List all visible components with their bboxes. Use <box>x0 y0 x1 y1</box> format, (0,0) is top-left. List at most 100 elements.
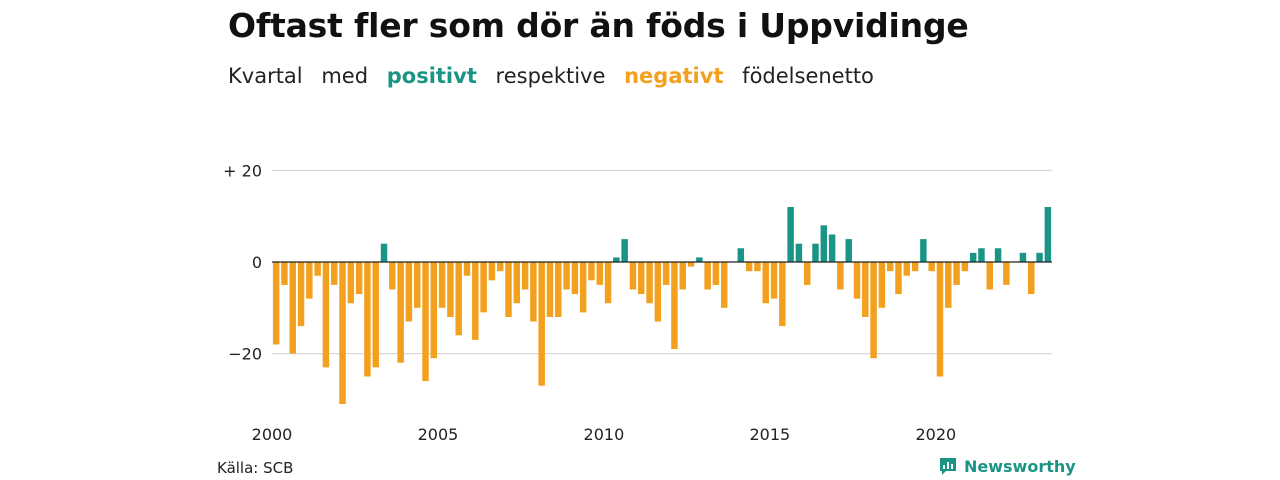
bar <box>314 262 321 276</box>
bar <box>455 262 462 336</box>
bar <box>480 262 487 313</box>
subtitle-text-3: respektive <box>495 64 606 88</box>
bar <box>530 262 537 322</box>
bar <box>986 262 993 290</box>
x-axis-ticks: 2000 2005 2010 2015 2020 <box>252 425 957 444</box>
bar <box>920 239 927 262</box>
bar <box>571 262 579 295</box>
bar <box>779 262 786 327</box>
bar <box>405 262 413 322</box>
x-tick-label: 2005 <box>418 425 459 444</box>
bar <box>422 262 429 382</box>
bar <box>638 262 645 295</box>
bar <box>331 262 338 285</box>
x-tick-label: 2000 <box>252 425 293 444</box>
bar <box>853 262 861 299</box>
bar <box>389 262 396 290</box>
bar <box>969 252 977 262</box>
bar <box>347 262 355 304</box>
bar <box>870 262 877 359</box>
y-tick-label: −20 <box>228 345 262 364</box>
bar <box>1003 262 1010 285</box>
bar <box>828 234 836 262</box>
bar <box>712 262 720 285</box>
y-tick-label: 0 <box>252 253 262 272</box>
bar <box>604 262 612 304</box>
bar <box>1028 262 1035 295</box>
bar <box>961 262 969 272</box>
bar <box>845 239 852 262</box>
bar <box>1044 207 1052 262</box>
bars <box>272 207 1052 404</box>
bar <box>322 262 330 368</box>
bar <box>596 262 603 285</box>
bar <box>364 262 371 377</box>
bar <box>513 262 521 304</box>
chart-title: Oftast fler som dör än föds i Uppvidinge <box>228 6 969 45</box>
bar <box>911 262 919 272</box>
x-tick-label: 2015 <box>750 425 791 444</box>
bar <box>447 262 454 317</box>
bar <box>289 262 296 354</box>
bar <box>762 262 769 304</box>
bar <box>538 262 545 386</box>
bar <box>579 262 587 313</box>
newsworthy-icon <box>940 458 956 475</box>
bar <box>945 262 952 308</box>
bar <box>496 262 504 272</box>
y-axis-ticks: + 20 0 −20 <box>223 161 262 363</box>
bar <box>613 257 620 262</box>
bar <box>978 248 985 262</box>
bar <box>679 262 686 290</box>
bar-chart: + 20 0 −20 2000 2005 2010 2015 2020 <box>223 161 1052 444</box>
bar <box>795 243 803 262</box>
bar <box>438 262 446 308</box>
source-note: Källa: SCB <box>217 459 294 477</box>
bar <box>306 262 313 299</box>
bar <box>953 262 960 285</box>
bar <box>754 262 761 272</box>
bar <box>413 262 421 308</box>
subtitle-positive-label: positivt <box>386 64 477 88</box>
bar <box>355 262 363 295</box>
bar <box>397 262 404 363</box>
bar <box>820 225 828 262</box>
bar <box>621 239 628 262</box>
subtitle-text-2: med <box>321 64 369 88</box>
bar <box>546 262 554 317</box>
bar <box>521 262 529 290</box>
bar <box>895 262 902 295</box>
bar <box>297 262 305 327</box>
bar <box>272 262 280 345</box>
brand-name: Newsworthy <box>964 456 1076 476</box>
bar <box>1036 252 1043 262</box>
chart-subtitle: Kvartal med positivt respektive negativt… <box>228 64 886 88</box>
bar <box>662 262 670 285</box>
newsworthy-logo: Newsworthy <box>938 456 1076 476</box>
x-tick-label: 2020 <box>915 425 956 444</box>
bar <box>770 262 778 299</box>
bar <box>878 262 886 308</box>
subtitle-text-1: Kvartal <box>228 64 303 88</box>
bar <box>994 248 1002 262</box>
bar <box>555 262 562 317</box>
bar <box>563 262 570 290</box>
subtitle-text-4: födelsenetto <box>742 64 874 88</box>
bar <box>654 262 662 322</box>
bar <box>646 262 653 304</box>
bar <box>886 262 894 272</box>
bar <box>463 262 471 276</box>
x-tick-label: 2010 <box>584 425 625 444</box>
bar <box>372 262 379 368</box>
bar <box>629 262 637 290</box>
y-tick-label: + 20 <box>223 161 262 180</box>
bar <box>837 262 844 290</box>
bar <box>505 262 512 317</box>
bar <box>928 262 935 272</box>
bar <box>380 243 388 262</box>
bar <box>903 262 911 276</box>
bar <box>737 248 745 262</box>
bar <box>812 243 819 262</box>
bar <box>281 262 288 285</box>
bar <box>696 257 703 262</box>
